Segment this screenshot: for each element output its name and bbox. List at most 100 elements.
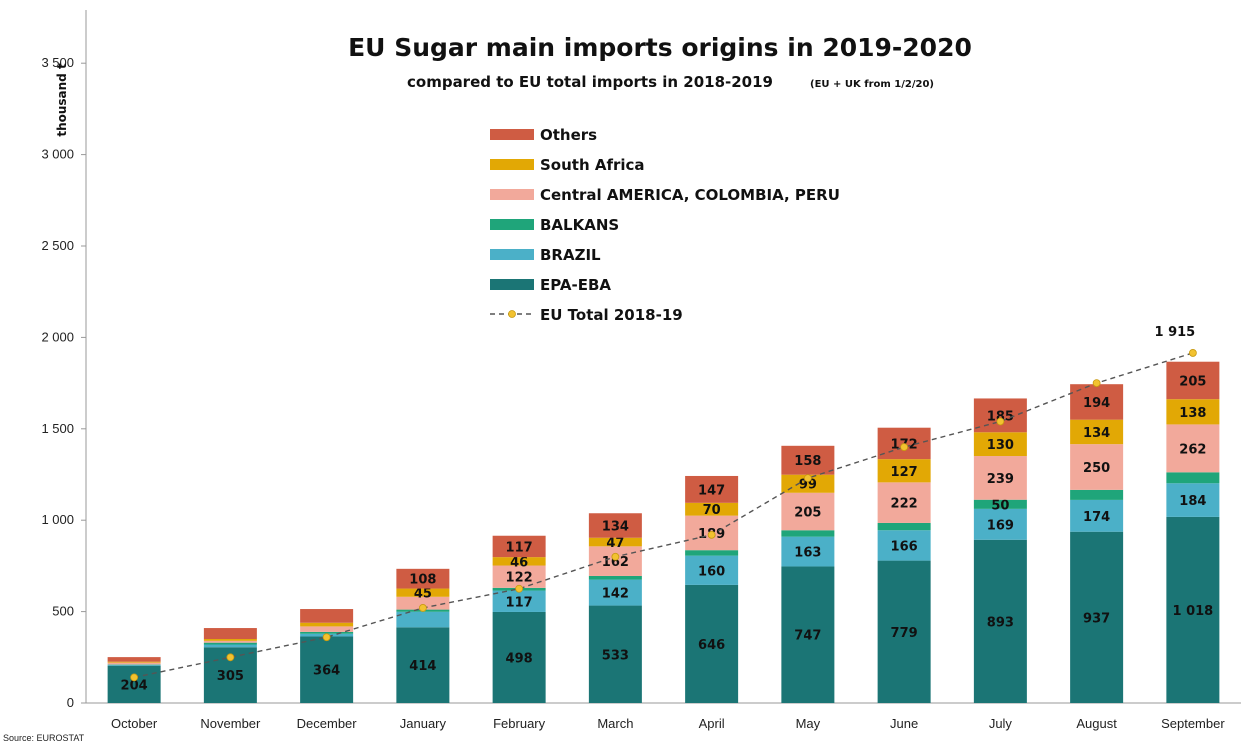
bar-segment	[300, 609, 354, 623]
data-label: 364	[313, 664, 340, 679]
data-label: 204	[121, 678, 148, 693]
data-label: 122	[506, 571, 533, 586]
data-label: 158	[794, 454, 821, 469]
bar-segment	[1166, 399, 1220, 425]
bar-segment	[300, 636, 354, 703]
total-line: 1 915	[130, 325, 1197, 682]
x-tick-label: February	[493, 716, 546, 731]
bar-segment	[973, 539, 1027, 703]
bar-segment	[973, 499, 1027, 509]
total-line-point	[996, 417, 1005, 426]
data-label: 130	[987, 438, 1014, 453]
bar-segment	[685, 502, 739, 516]
bar-segment	[203, 628, 257, 640]
total-line-point	[322, 633, 331, 642]
total-line-path	[133, 352, 1194, 679]
bar-segment	[973, 398, 1027, 433]
bar-segment	[685, 550, 739, 556]
x-tick-label: October	[111, 716, 158, 731]
bar-segment	[877, 522, 931, 531]
bar-segment	[396, 588, 450, 597]
y-tick-label: 2 500	[41, 238, 74, 253]
data-label: 194	[1083, 396, 1110, 411]
data-label: 147	[698, 483, 725, 498]
bar-segment	[877, 560, 931, 703]
chart-title: EU Sugar main imports origins in 2019-20…	[348, 33, 972, 62]
bar-segment	[396, 627, 450, 703]
bar-segment	[396, 611, 450, 628]
y-tick-label: 3 000	[41, 147, 74, 162]
data-label: 174	[1083, 510, 1110, 525]
legend-label: BRAZIL	[540, 246, 601, 264]
data-label: 250	[1083, 461, 1110, 476]
bar-segment	[203, 639, 257, 641]
total-line-point	[611, 552, 620, 561]
data-label: 414	[409, 659, 436, 674]
x-tick-label: April	[699, 716, 725, 731]
legend-swatch	[490, 219, 534, 230]
bar-segment	[1166, 424, 1220, 473]
bar-segment	[300, 622, 354, 627]
total-line-point	[803, 474, 812, 483]
bar-segment	[877, 482, 931, 523]
legend-label: South Africa	[540, 156, 645, 174]
bar-segment	[973, 508, 1027, 540]
x-tick-label: December	[297, 716, 358, 731]
data-label: 169	[987, 518, 1014, 533]
bar-segment	[1070, 444, 1124, 490]
bar-segment	[1070, 489, 1124, 500]
data-label: 779	[891, 626, 918, 641]
bar-segment	[107, 664, 161, 666]
bar-segment	[588, 546, 642, 576]
data-label: 46	[510, 555, 528, 570]
bar-segment	[1166, 361, 1220, 400]
data-label: 205	[1179, 374, 1206, 389]
data-label: 142	[602, 587, 629, 602]
bar-segment	[781, 474, 835, 493]
bar-segment	[300, 631, 354, 634]
bar-segment	[300, 626, 354, 632]
legend-line-marker	[508, 310, 516, 318]
legend-label: BALKANS	[540, 216, 619, 234]
bar-segment	[396, 568, 450, 589]
total-line-point	[515, 584, 524, 593]
bar-segment	[588, 537, 642, 547]
bar-segment	[1070, 419, 1124, 445]
bar-segment	[685, 555, 739, 585]
data-label: 533	[602, 648, 629, 663]
data-label: 127	[891, 465, 918, 480]
source-note: Source: EUROSTAT	[3, 733, 85, 743]
bar-segment	[203, 642, 257, 645]
data-label: 70	[703, 503, 721, 518]
legend-label: EPA-EBA	[540, 276, 611, 294]
bar-segment	[1166, 472, 1220, 484]
total-end-label: 1 915	[1155, 325, 1196, 340]
bar-segment	[781, 445, 835, 475]
data-label: 262	[1179, 442, 1206, 457]
y-tick-label: 1 500	[41, 421, 74, 436]
x-tick-label: March	[597, 716, 633, 731]
bar-segment	[107, 665, 161, 703]
legend-swatch	[490, 189, 534, 200]
y-axis-label: thousand t	[55, 63, 69, 137]
total-line-point	[707, 530, 716, 539]
bar-segment	[781, 530, 835, 537]
data-label: 1 018	[1173, 604, 1214, 619]
total-line-point	[1092, 379, 1101, 388]
bar-segment	[492, 565, 546, 588]
total-line-point	[900, 443, 909, 451]
x-tick-label: August	[1076, 716, 1117, 731]
data-label: 747	[794, 629, 821, 644]
bar-segment	[781, 492, 835, 531]
data-label: 99	[799, 478, 817, 493]
bar-segment	[588, 605, 642, 703]
legend-swatch	[490, 279, 534, 290]
data-label: 163	[794, 546, 821, 561]
y-tick-label: 1 000	[41, 512, 74, 527]
data-label: 937	[1083, 611, 1110, 626]
bar-segment	[492, 590, 546, 612]
y-tick-label: 500	[52, 604, 74, 619]
bar-segment	[877, 530, 931, 561]
data-label: 50	[991, 498, 1009, 513]
